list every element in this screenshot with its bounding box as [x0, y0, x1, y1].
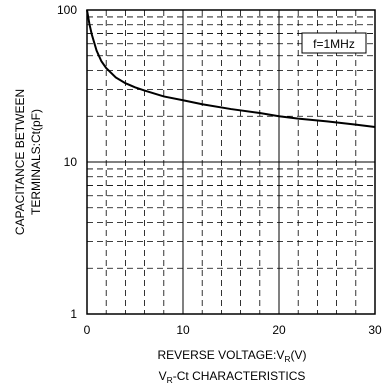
plot-frame	[86, 9, 376, 315]
x-tick-label: 0	[84, 323, 91, 337]
caption-suffix: -Ct CHARACTERISTICS	[173, 369, 306, 383]
y-tick-label: 10	[64, 155, 78, 169]
y-tick-labels: 1 10 100	[57, 3, 77, 321]
y-tick-label: 1	[70, 307, 77, 321]
x-tick-labels: 0 10 20 30	[84, 323, 382, 337]
x-axis-label: REVERSE VOLTAGE:VR(V)	[157, 348, 306, 364]
x-axis-label-main: REVERSE VOLTAGE:V	[157, 348, 284, 362]
x-tick-label: 20	[272, 323, 286, 337]
frequency-annotation: f=1MHz	[301, 32, 367, 54]
y-axis-label-line1: CAPACITANCE BETWEEN	[13, 89, 27, 235]
x-axis-label-suffix: (V)	[291, 348, 307, 362]
annotation-box	[301, 32, 367, 54]
caption-sub: R	[167, 375, 173, 385]
y-axis-label-line2: TERMINALS:Ct(pF)	[29, 109, 43, 215]
x-axis-label-sub: R	[284, 354, 290, 364]
y-tick-label: 100	[57, 3, 77, 17]
grid-lines	[87, 10, 375, 314]
capacitance-curve	[86, 9, 376, 128]
chart-caption: VR-Ct CHARACTERISTICS	[159, 369, 306, 385]
x-tick-label: 30	[368, 323, 382, 337]
annotation-text: f=1MHz	[313, 37, 355, 51]
caption-main: V	[159, 369, 167, 383]
x-tick-label: 10	[176, 323, 190, 337]
